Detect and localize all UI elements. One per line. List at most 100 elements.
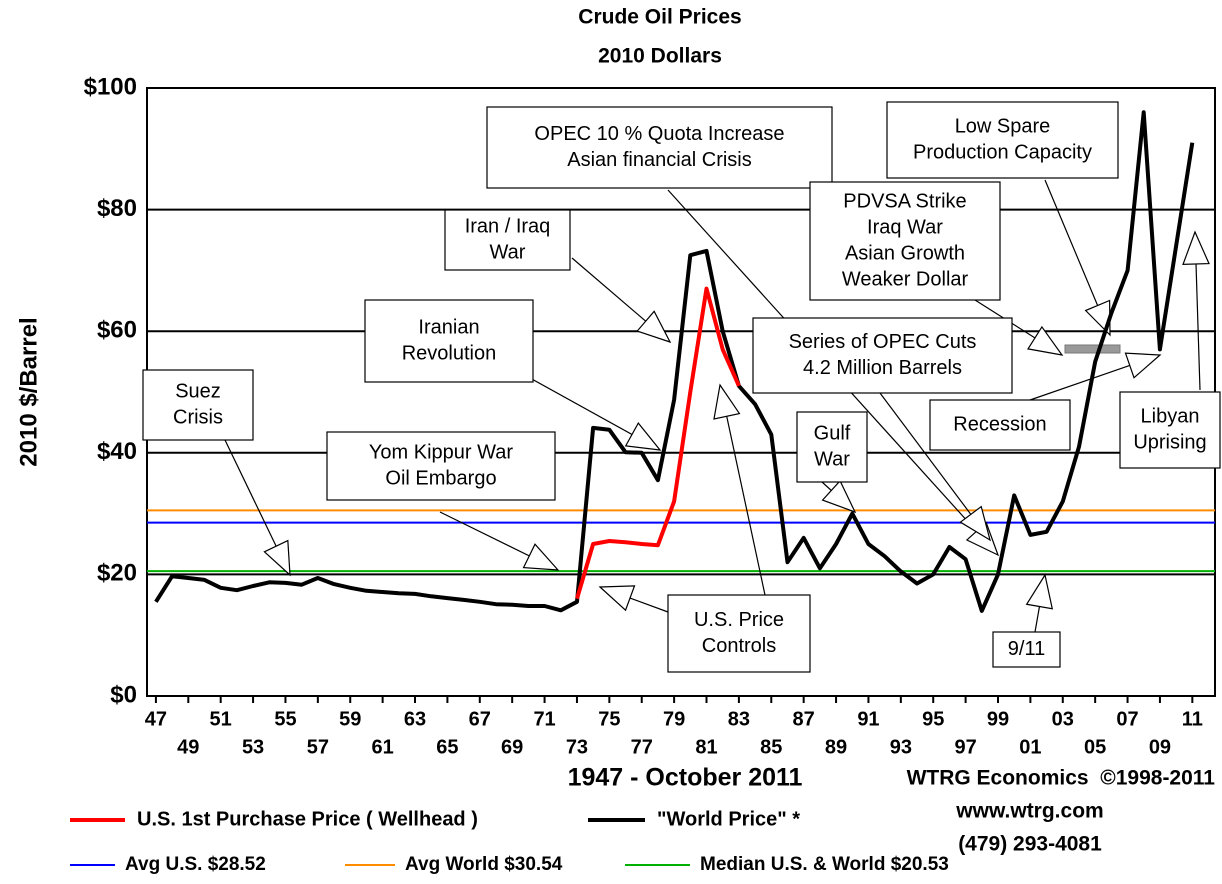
annotation-text: Oil Embargo bbox=[385, 467, 496, 489]
x-tick-label: 93 bbox=[890, 736, 912, 758]
arrow-head bbox=[624, 422, 662, 451]
annotation-box bbox=[929, 399, 1071, 451]
annotation: U.S. Price Controls bbox=[598, 383, 811, 673]
annotation-text: Gulf bbox=[814, 422, 851, 444]
annotation-box bbox=[444, 209, 571, 271]
x-tick-label: 89 bbox=[825, 736, 847, 758]
y-tick-label: $80 bbox=[97, 195, 137, 222]
x-tick-label: 51 bbox=[210, 708, 232, 730]
annotation-box bbox=[364, 299, 534, 383]
x-tick-label: 73 bbox=[566, 736, 588, 758]
annotation-text: Libyan bbox=[1141, 405, 1200, 427]
x-tick-label: 53 bbox=[242, 736, 264, 758]
annotation-text: Recession bbox=[953, 413, 1046, 435]
annotation: Iranian Revolution bbox=[364, 299, 662, 451]
arrow-head bbox=[1182, 230, 1210, 266]
annotation-box bbox=[326, 431, 556, 501]
shade-marker bbox=[1064, 344, 1121, 354]
annotation-box bbox=[486, 106, 833, 189]
legend-label: Avg U.S. $28.52 bbox=[125, 854, 266, 875]
y-tick-label: $20 bbox=[97, 560, 137, 587]
annotation-text: 9/11 bbox=[1008, 638, 1045, 660]
x-tick-label: 87 bbox=[793, 708, 815, 730]
arrow-head bbox=[263, 539, 291, 577]
x-tick-label: 05 bbox=[1084, 736, 1106, 758]
arrow-head bbox=[1027, 325, 1064, 356]
arrow-head bbox=[598, 585, 636, 612]
annotation: Suez Crisis bbox=[142, 369, 291, 577]
arrow-head bbox=[821, 479, 857, 514]
annotation-box bbox=[796, 411, 868, 483]
annotation-box bbox=[142, 369, 254, 441]
x-tick-label: 75 bbox=[598, 708, 620, 730]
chart-subtitle: 2010 Dollars bbox=[598, 45, 722, 68]
x-tick-label: 57 bbox=[307, 736, 329, 758]
legend-label: "World Price" * bbox=[657, 808, 800, 830]
x-tick-label: 47 bbox=[145, 708, 167, 730]
y-tick-label: $40 bbox=[97, 438, 137, 465]
annotation-text: Low Spare bbox=[955, 115, 1051, 137]
arrow-head bbox=[1025, 573, 1054, 610]
y-tick-label: $0 bbox=[110, 681, 137, 708]
annotation: Series of OPEC Cuts 4.2 Million Barrels bbox=[752, 317, 1013, 542]
annotation-text: Production Capacity bbox=[913, 141, 1092, 163]
annotation-text: OPEC 10 % Quota Increase bbox=[534, 123, 784, 145]
y-tick-label: $100 bbox=[84, 73, 137, 100]
arrow-head bbox=[959, 505, 991, 542]
arrow-head bbox=[1124, 352, 1162, 379]
x-tick-label: 03 bbox=[1052, 708, 1074, 730]
annotation-text: Controls bbox=[702, 635, 776, 657]
x-tick-label: 83 bbox=[728, 708, 750, 730]
annotation-text: Uprising bbox=[1133, 431, 1206, 453]
arrow-head bbox=[522, 543, 560, 571]
x-tick-label: 55 bbox=[274, 708, 296, 730]
annotation-text: PDVSA Strike bbox=[843, 190, 966, 212]
annotation-text: Iran / Iraq bbox=[465, 215, 551, 237]
annotation-text: Weaker Dollar bbox=[842, 268, 969, 290]
x-tick-label: 85 bbox=[760, 736, 782, 758]
y-axis-label: 2010 $/Barrel bbox=[15, 317, 42, 466]
annotation-box bbox=[667, 594, 811, 673]
x-tick-label: 61 bbox=[371, 736, 393, 758]
x-tick-label: 95 bbox=[922, 708, 944, 730]
phone: (479) 293-4081 bbox=[958, 833, 1102, 856]
x-tick-label: 11 bbox=[1182, 708, 1203, 730]
x-tick-label: 91 bbox=[857, 708, 879, 730]
annotation-text: Asian financial Crisis bbox=[567, 149, 752, 171]
annotation-box bbox=[809, 181, 1001, 301]
annotation-text: Suez bbox=[175, 380, 221, 402]
arrow-head bbox=[636, 310, 672, 344]
annotation-text: War bbox=[814, 448, 850, 470]
annotation-text: Asian Growth bbox=[845, 242, 965, 264]
x-tick-label: 67 bbox=[469, 708, 491, 730]
x-tick-label: 71 bbox=[533, 708, 555, 730]
x-tick-label: 97 bbox=[954, 736, 976, 758]
series-line bbox=[154, 110, 1195, 613]
x-tick-label: 65 bbox=[436, 736, 458, 758]
annotation: PDVSA Strike Iraq War Asian Growth Weaker D… bbox=[809, 181, 1064, 356]
annotation-box bbox=[886, 101, 1119, 179]
annotation-text: Iranian bbox=[418, 316, 479, 338]
chart-title: Crude Oil Prices bbox=[578, 6, 741, 29]
annotation: Iran / Iraq War bbox=[444, 209, 672, 344]
annotation-text: Iraq War bbox=[867, 216, 943, 238]
series-line bbox=[575, 286, 741, 600]
annotation-box bbox=[992, 631, 1061, 668]
legend-label: U.S. 1st Purchase Price ( Wellhead ) bbox=[137, 808, 478, 830]
x-tick-label: 79 bbox=[663, 708, 685, 730]
arrow-head bbox=[713, 383, 741, 420]
y-tick-label: $60 bbox=[97, 317, 137, 344]
source: WTRG Economics ©1998-2011 bbox=[907, 767, 1216, 790]
x-tick-label: 07 bbox=[1116, 708, 1138, 730]
x-tick-label: 09 bbox=[1149, 736, 1171, 758]
annotation-text: Crisis bbox=[173, 406, 223, 428]
x-tick-label: 81 bbox=[695, 736, 717, 758]
annotation: 9/11 bbox=[992, 573, 1061, 668]
annotation: OPEC 10 % Quota Increase Asian financial … bbox=[486, 106, 1000, 557]
x-tick-label: 63 bbox=[404, 708, 426, 730]
x-tick-label: 99 bbox=[987, 708, 1009, 730]
annotation-text: 4.2 Million Barrels bbox=[803, 357, 962, 379]
x-tick-label: 77 bbox=[631, 736, 653, 758]
annotation: Libyan Uprising bbox=[1119, 230, 1221, 469]
